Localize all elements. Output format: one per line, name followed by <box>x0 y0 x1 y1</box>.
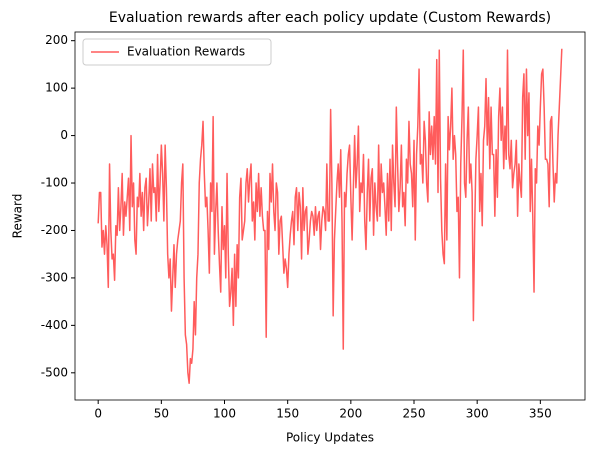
y-tick-label: -400 <box>41 318 68 332</box>
y-axis-label: Reward <box>11 194 25 239</box>
x-tick-label: 350 <box>529 407 552 421</box>
y-tick-label: 200 <box>45 33 68 47</box>
x-tick-label: 0 <box>94 407 102 421</box>
x-tick-label: 300 <box>466 407 489 421</box>
line <box>97 48 563 384</box>
x-axis-label: Policy Updates <box>286 431 374 445</box>
x-tick-label: 150 <box>276 407 299 421</box>
x-tick-label: 200 <box>339 407 362 421</box>
y-tick-label: 0 <box>60 128 68 142</box>
x-tick-label: 250 <box>403 407 426 421</box>
y-tick-label: -100 <box>41 176 68 190</box>
y-tick-label: 100 <box>45 81 68 95</box>
x-tick-label: 50 <box>154 407 169 421</box>
y-tick-label: -500 <box>41 365 68 379</box>
plot-frame <box>74 31 586 401</box>
chart-title: Evaluation rewards after each policy upd… <box>109 10 551 26</box>
legend-label: Evaluation Rewards <box>127 45 245 59</box>
legend-box <box>82 38 272 66</box>
y-tick-label: -300 <box>41 270 68 284</box>
x-tick-label: 100 <box>213 407 236 421</box>
y-tick-label: -200 <box>41 223 68 237</box>
